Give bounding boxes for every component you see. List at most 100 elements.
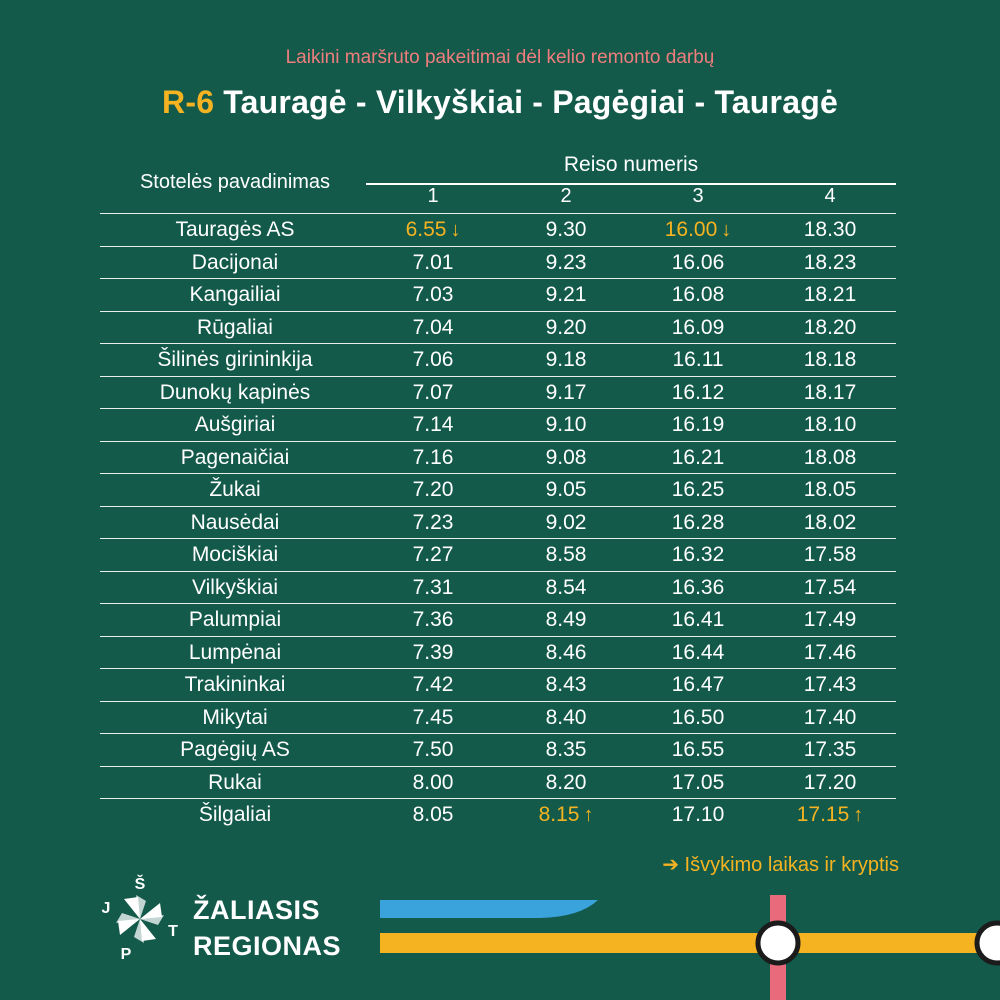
time-cell: 16.47: [658, 672, 738, 698]
time-cell: 9.08: [526, 445, 606, 471]
time-value: 16.44: [671, 640, 725, 664]
time-cell: 8.00: [393, 770, 473, 796]
time-cell: 16.11: [658, 347, 738, 373]
time-value: 7.50: [412, 738, 454, 761]
time-value: 8.20: [545, 770, 587, 794]
time-value: 7.45: [412, 705, 454, 729]
table-row: Rūgaliai 7.04 9.20 16.09 18.20: [100, 310, 896, 344]
time-value: 17.10: [671, 803, 725, 826]
time-value: 7.42: [412, 673, 454, 696]
time-value: 18.17: [803, 380, 857, 404]
time-cell: 9.05: [526, 477, 606, 503]
time-cell: 17.46: [790, 640, 870, 666]
time-cell: 7.23: [393, 510, 473, 536]
stop-name: Palumpiai: [188, 608, 282, 631]
time-cell: 18.08: [790, 445, 870, 471]
time-value: 16.47: [671, 673, 725, 696]
time-cell: 7.06: [393, 347, 473, 373]
time-value: 7.03: [412, 283, 454, 306]
time-value: 7.06: [412, 348, 454, 371]
stop-name: Šilinės girininkija: [157, 348, 313, 371]
time-value: 17.46: [803, 640, 857, 664]
time-value: 9.23: [545, 250, 587, 274]
time-value: 9.18: [545, 348, 587, 371]
time-cell: 17.54: [790, 575, 870, 601]
table-row: Žukai 7.20 9.05 16.25 18.05: [100, 473, 896, 506]
brand-line-2: REGIONAS: [193, 931, 342, 961]
time-value: 16.00: [664, 218, 718, 241]
stop-name: Aušgiriai: [194, 413, 276, 436]
legend-text: Išvykimo laikas ir kryptis: [684, 854, 899, 876]
table-row: Dacijonai 7.01 9.23 16.06 18.23: [100, 245, 896, 279]
time-cell: 7.39: [393, 640, 473, 666]
time-value: 6.55: [405, 218, 447, 241]
time-cell: 7.14: [393, 412, 473, 438]
time-cell: 9.10: [526, 412, 606, 438]
time-cell: 18.02: [790, 510, 870, 536]
time-cell: 16.08: [658, 282, 738, 308]
time-value: 16.19: [671, 413, 725, 436]
time-cell: 7.20: [393, 477, 473, 503]
brand-name: ŽALIASIS REGIONAS: [193, 892, 341, 964]
time-value: 16.32: [671, 543, 725, 566]
route-name: Tauragė - Vilkyškiai - Pagėgiai - Taurag…: [223, 84, 838, 120]
time-value: 7.16: [412, 445, 454, 469]
time-cell: 8.58: [526, 542, 606, 568]
yellow-line: [380, 933, 1000, 953]
time-value: 16.09: [671, 315, 725, 339]
time-value: 16.11: [672, 348, 724, 371]
table-row: Lumpėnai 7.39 8.46 16.44 17.46: [100, 635, 896, 669]
time-value: 16.28: [671, 510, 725, 534]
table-row: Mociškiai 7.27 8.58 16.32 17.58: [100, 538, 896, 571]
table-row: Palumpiai 7.36 8.49 16.41 17.49: [100, 603, 896, 636]
stop-name: Nausėdai: [190, 510, 280, 534]
time-value: 9.08: [545, 445, 587, 469]
time-cell: 9.17: [526, 380, 606, 406]
time-value: 18.21: [803, 283, 857, 306]
time-value: 16.55: [671, 738, 725, 761]
stop-name: Žukai: [209, 478, 261, 501]
arrow-up-icon: ↑: [583, 804, 594, 826]
time-value: 16.08: [671, 283, 725, 306]
time-value: 18.05: [803, 478, 857, 501]
time-cell: 8.43: [526, 672, 606, 698]
time-cell: 16.32: [658, 542, 738, 568]
stop-name: Mikytai: [202, 705, 268, 729]
table-row: Vilkyškiai 7.31 8.54 16.36 17.54: [100, 570, 896, 604]
time-cell: 9.20: [526, 315, 606, 341]
time-cell: 18.18: [790, 347, 870, 373]
time-value: 16.50: [671, 705, 725, 729]
time-cell: 17.10: [658, 802, 738, 828]
time-value: 7.36: [412, 608, 454, 631]
time-cell: 8.35: [526, 737, 606, 763]
table-row: Mikytai 7.45 8.40 16.50 17.40: [100, 700, 896, 734]
time-cell: 9.02: [526, 510, 606, 536]
time-cell: 9.30: [526, 217, 606, 243]
stop-name: Pagėgių AS: [180, 738, 290, 761]
stop-name: Šilgaliai: [198, 803, 272, 826]
time-cell: 8.15 ↑: [526, 802, 606, 828]
time-cell: 7.42: [393, 672, 473, 698]
table-row: Šilgaliai 8.05 8.15 ↑ 17.10 17.15 ↑: [100, 798, 896, 831]
time-value: 8.00: [412, 770, 454, 794]
time-value: 17.40: [803, 705, 857, 729]
time-cell: 9.23: [526, 250, 606, 276]
timetable: Tauragės AS 6.55 ↓ 9.30 16.00 ↓ 18.30 Dacijonai…: [100, 213, 896, 831]
station-icon: [755, 920, 801, 966]
time-value: 17.35: [803, 738, 857, 761]
time-value: 9.17: [545, 380, 587, 404]
time-cell: 9.21: [526, 282, 606, 308]
time-cell: 6.55 ↓: [393, 217, 473, 243]
table-row: Dunokų kapinės 7.07 9.17 16.12 18.17: [100, 375, 896, 409]
time-cell: 8.20: [526, 770, 606, 796]
time-value: 7.23: [412, 510, 454, 534]
time-value: 9.05: [545, 478, 587, 501]
arrow-up-icon: ↑: [853, 804, 864, 826]
time-value: 7.31: [412, 575, 454, 599]
subtitle: Laikini maršruto pakeitimai dėl kelio re…: [285, 47, 715, 68]
stop-name: Dunokų kapinės: [159, 380, 311, 404]
time-cell: 16.36: [658, 575, 738, 601]
time-value: 8.05: [412, 803, 454, 826]
table-row: Trakininkai 7.42 8.43 16.47 17.43: [100, 668, 896, 701]
time-cell: 9.18: [526, 347, 606, 373]
